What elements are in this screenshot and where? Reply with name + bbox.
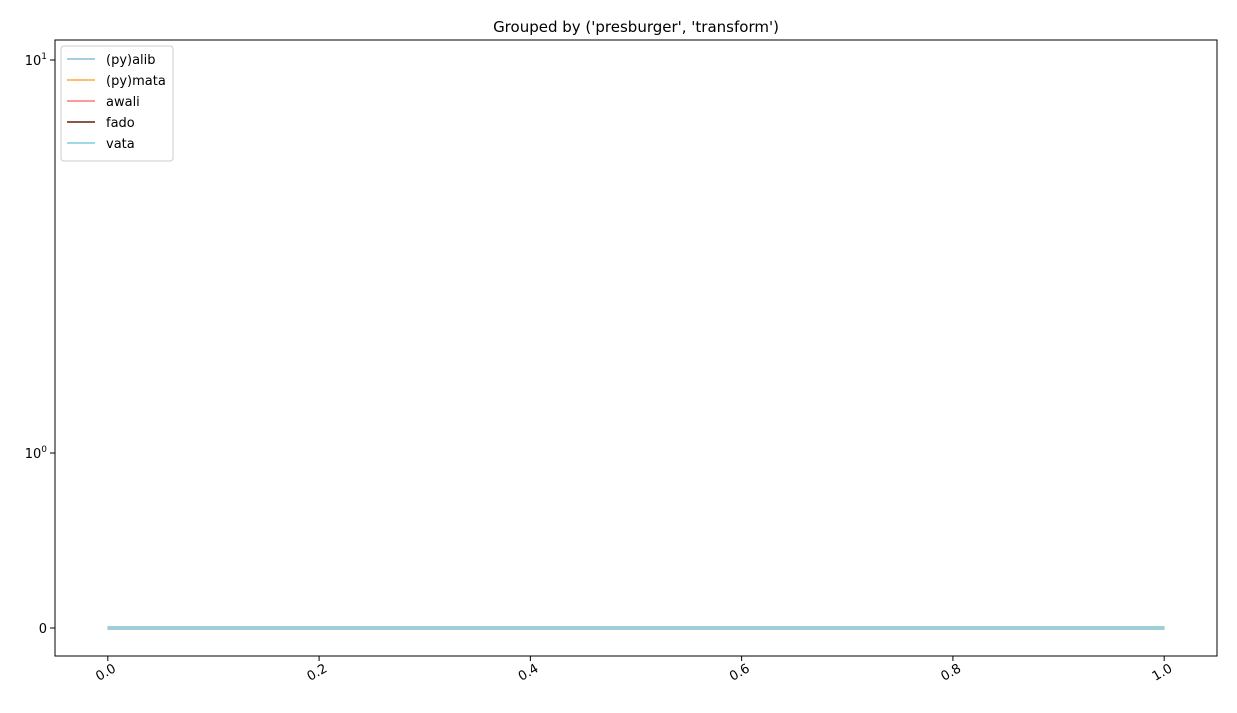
y-tick-label: 0 — [39, 622, 47, 637]
x-tick-label: 0.4 — [516, 661, 541, 684]
x-tick-label: 1.0 — [1150, 661, 1175, 684]
legend-label: fado — [106, 116, 135, 131]
y-axis: 0 100 101 — [25, 52, 55, 637]
x-tick-label: 0.8 — [938, 661, 963, 684]
legend-label: (py)alib — [106, 53, 156, 68]
chart-title: Grouped by ('presburger', 'transform') — [493, 18, 779, 36]
legend: (py)alib (py)mata awali fado vata — [60, 45, 174, 162]
plot-area-frame — [54, 39, 1218, 657]
legend-label: (py)mata — [106, 74, 166, 89]
x-tick-label: 0.0 — [93, 661, 118, 684]
legend-label: awali — [106, 95, 140, 110]
y-tick-label: 101 — [25, 52, 47, 69]
x-tick-label: 0.2 — [305, 661, 330, 684]
y-tick-label: 100 — [25, 445, 48, 462]
legend-label: vata — [106, 137, 135, 152]
x-tick-label: 0.6 — [727, 661, 752, 684]
x-axis: 0.0 0.2 0.4 0.6 0.8 1.0 — [93, 656, 1175, 685]
legend-box — [60, 45, 174, 162]
